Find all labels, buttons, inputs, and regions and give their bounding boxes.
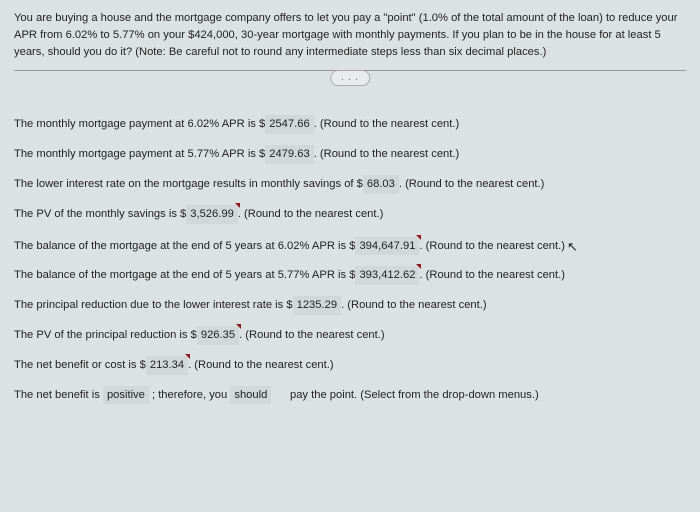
answer-line: The monthly mortgage payment at 5.77% AP… [14,145,686,164]
line-pre: The net benefit or cost is $ [14,359,146,371]
line-pre: The balance of the mortgage at the end o… [14,269,355,281]
question-text: You are buying a house and the mortgage … [14,12,677,58]
answer-line: The principal reduction due to the lower… [14,296,686,315]
filled-value[interactable]: 68.03 [363,175,399,194]
answer-line: The monthly mortgage payment at 6.02% AP… [14,115,686,134]
line-pre: The lower interest rate on the mortgage … [14,178,363,190]
cursor-icon: ↖ [567,237,578,257]
line-pre: The net benefit is [14,389,103,401]
answers-block: The monthly mortgage payment at 6.02% AP… [14,115,686,404]
line-post: . (Round to the nearest cent.) [314,148,460,160]
filled-value[interactable]: 213.34 [146,356,188,375]
filled-value[interactable]: 394,647.91 [355,237,419,256]
line-post: . (Round to the nearest cent.) [239,329,385,341]
answer-line: The lower interest rate on the mortgage … [14,175,686,194]
question-block: You are buying a house and the mortgage … [14,10,686,71]
dropdown-value[interactable]: positive [103,386,149,405]
answer-line: The balance of the mortgage at the end o… [14,235,686,256]
filled-value[interactable]: 2479.63 [265,145,313,164]
line-post: . (Round to the nearest cent.) [188,359,334,371]
line-pre: The PV of the monthly savings is $ [14,208,186,220]
line-pre: The principal reduction due to the lower… [14,299,293,311]
dropdown-value[interactable]: should [230,386,271,405]
line-post: . (Round to the nearest cent.) [314,118,460,130]
line-post: . (Round to the nearest cent.) [399,178,545,190]
answer-line: The net benefit or cost is $213.34. (Rou… [14,356,686,375]
line-post: . (Round to the nearest cent.) [419,269,565,281]
answer-line: The PV of the principal reduction is $92… [14,326,686,345]
line-pre: The balance of the mortgage at the end o… [14,240,355,252]
line-pre: The monthly mortgage payment at 6.02% AP… [14,118,265,130]
filled-value[interactable]: 926.35 [197,326,239,345]
answer-line: The net benefit is positive ; therefore,… [14,386,686,405]
line-post: . (Round to the nearest cent.) [419,240,565,252]
answer-line: The balance of the mortgage at the end o… [14,266,686,285]
filled-value[interactable]: 3,526.99 [186,205,238,224]
line-mid: ; therefore, you [149,389,230,401]
filled-value[interactable]: 1235.29 [293,296,341,315]
filled-value[interactable]: 2547.66 [265,115,313,134]
line-post: . (Round to the nearest cent.) [238,208,384,220]
line-post: . (Round to the nearest cent.) [341,299,487,311]
line-pre: The monthly mortgage payment at 5.77% AP… [14,148,265,160]
line-post: pay the point. (Select from the drop-dow… [287,389,539,401]
filled-value[interactable]: 393,412.62 [355,266,419,285]
line-pre: The PV of the principal reduction is $ [14,329,197,341]
section-divider: . . . [14,77,686,91]
answer-line: The PV of the monthly savings is $3,526.… [14,205,686,224]
ellipsis-pill[interactable]: . . . [330,70,370,86]
